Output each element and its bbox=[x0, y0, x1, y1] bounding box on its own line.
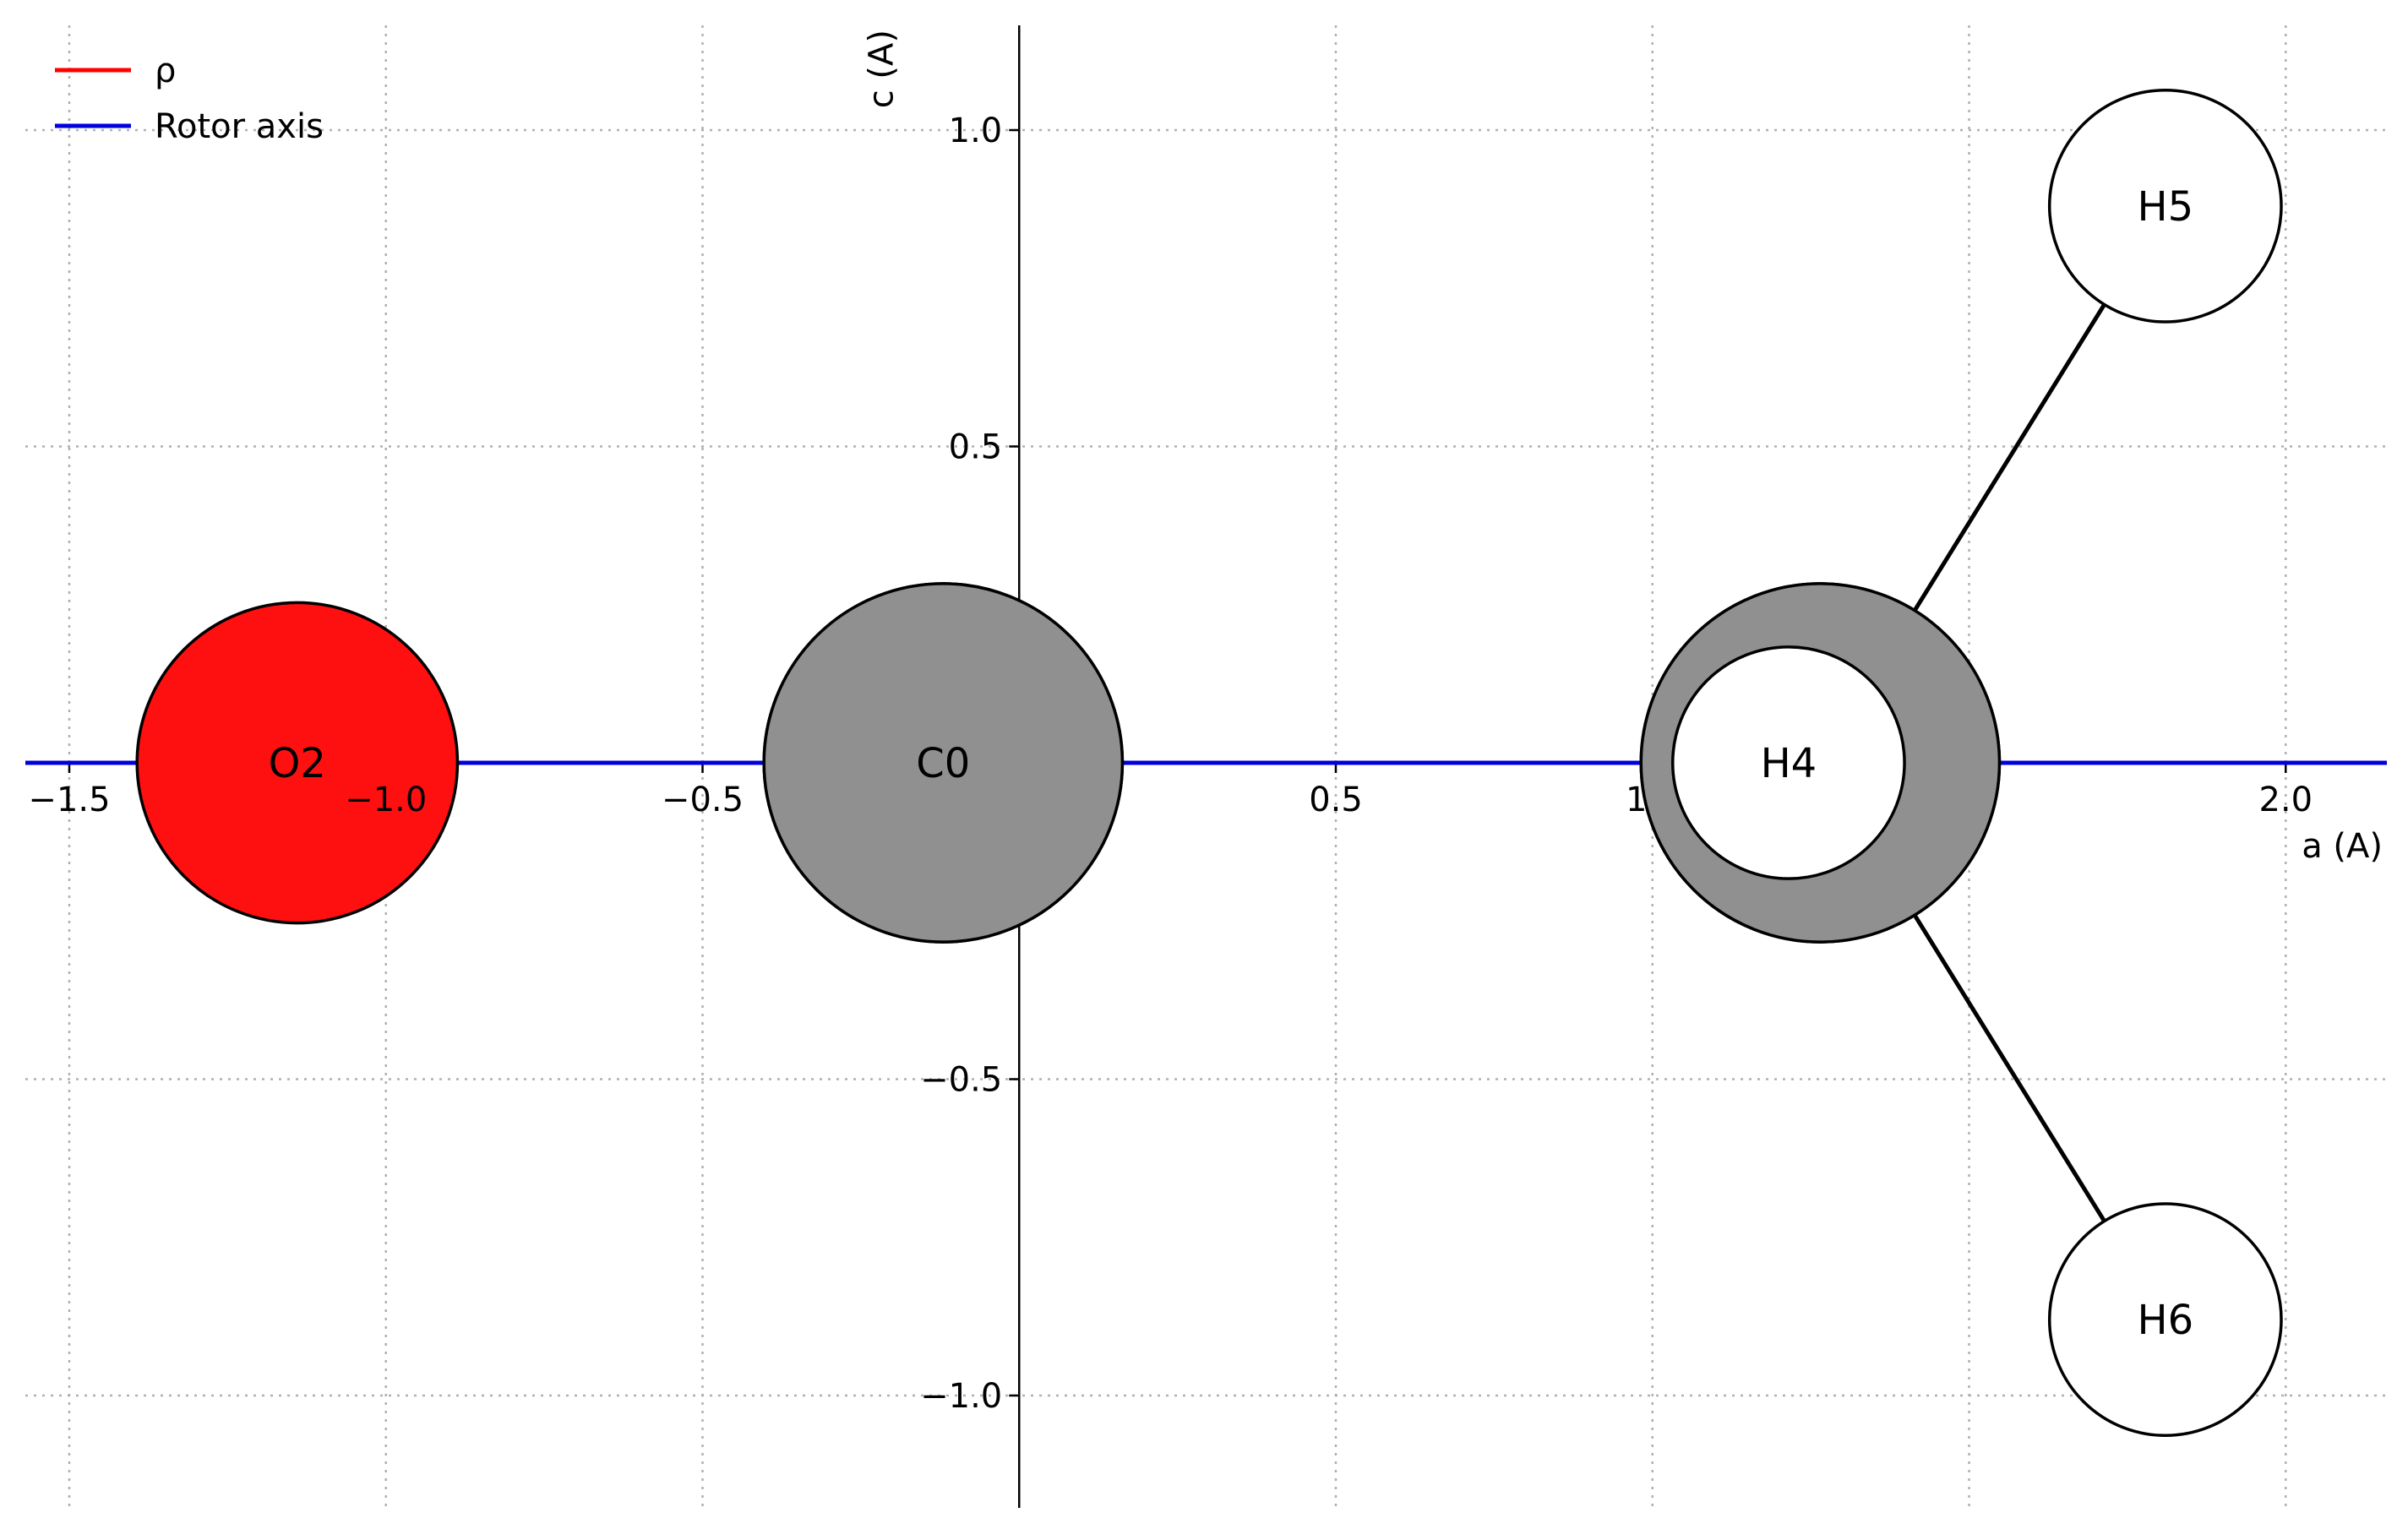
x-tick-label: 2.0 bbox=[2258, 781, 2313, 819]
atom-overlay-H4: H4 bbox=[1670, 645, 1906, 880]
atom-circle-O2 bbox=[135, 601, 460, 925]
legend-label: ρ bbox=[155, 52, 176, 90]
x-tick-label: −0.5 bbox=[662, 781, 744, 819]
atom-overlay-label-C0: C0 bbox=[916, 740, 970, 787]
legend-label: Rotor axis bbox=[155, 107, 324, 146]
tick-labels: −1.5−1.0−0.50.00.51.01.52.01.00.5−0.5−1.… bbox=[28, 112, 2313, 1416]
atom-label-H5: H5 bbox=[2138, 183, 2194, 231]
y-tick-label: −1.0 bbox=[920, 1377, 1002, 1416]
y-tick-label: 1.0 bbox=[949, 112, 1003, 150]
y-tick-label: 0.5 bbox=[949, 428, 1003, 467]
atom-O2: O2 bbox=[135, 601, 460, 925]
x-axis-label: a (A) bbox=[2302, 827, 2383, 866]
atom-label-H6: H6 bbox=[2138, 1297, 2194, 1344]
x-tick-label: −1.5 bbox=[28, 781, 110, 819]
atom-overlay-C0: C0 bbox=[762, 582, 1125, 944]
y-axis-label: c (A) bbox=[862, 30, 901, 108]
x-tick-label: 0.5 bbox=[1309, 781, 1363, 819]
atom-overlay-circle-C0 bbox=[762, 582, 1125, 944]
legend-item: ρ bbox=[55, 52, 176, 90]
y-tick-label: −0.5 bbox=[920, 1061, 1002, 1100]
atom-label-O2: O2 bbox=[269, 740, 326, 787]
atom-H5: H5 bbox=[2047, 88, 2283, 324]
legend: ρ Rotor axis bbox=[55, 52, 324, 146]
x-tick-label: −1.0 bbox=[345, 781, 427, 819]
atom-circle-H6 bbox=[2047, 1202, 2283, 1438]
atom-overlay-label-H4: H4 bbox=[1761, 740, 1817, 787]
atom-overlay-circle-H4 bbox=[1670, 645, 1906, 880]
atom-H6: H6 bbox=[2047, 1202, 2283, 1438]
legend-item: Rotor axis bbox=[55, 107, 324, 146]
atom-circle-H5 bbox=[2047, 88, 2283, 324]
